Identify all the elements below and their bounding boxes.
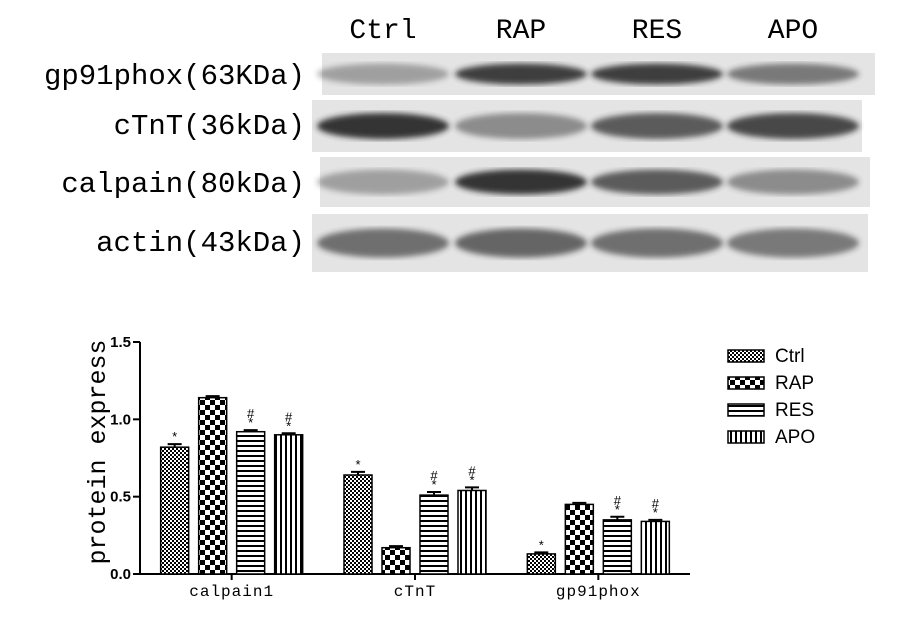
significance-mark: #: [430, 468, 438, 483]
significance-mark: #: [285, 409, 293, 424]
bar: [381, 546, 411, 575]
blot-band: [727, 63, 859, 85]
bar: [343, 474, 373, 575]
bar: [197, 396, 228, 575]
y-axis-label: protein express: [84, 339, 113, 564]
bar: [273, 434, 304, 575]
error-bar: [534, 551, 549, 554]
legend-swatch: [727, 403, 765, 417]
significance-mark: *: [469, 472, 474, 487]
legend-swatch: [727, 349, 765, 363]
error-bar: [281, 432, 296, 435]
error-bar: [389, 545, 403, 548]
blot-band: [727, 113, 859, 139]
y-tick-label: 0.5: [110, 489, 131, 506]
significance-mark: *: [286, 418, 291, 433]
significance-mark: #: [468, 463, 476, 478]
row-label: cTnT(36kDa): [114, 110, 305, 143]
blot-band: [317, 63, 449, 85]
error-bar: [610, 515, 625, 520]
error-bar: [205, 395, 220, 398]
bar: [526, 553, 557, 575]
legend-label: APO: [775, 427, 815, 448]
blot-band: [727, 228, 859, 258]
blot-band: [455, 63, 587, 85]
y-tick-label: 1.5: [110, 334, 131, 351]
significance-mark: #: [247, 406, 255, 421]
blot-band: [317, 228, 449, 258]
lane-label: APO: [768, 16, 818, 47]
significance-mark: *: [248, 415, 253, 430]
row-label: calpain(80kDa): [61, 168, 305, 201]
lane-label: Ctrl: [349, 16, 416, 47]
significance-mark: *: [431, 477, 436, 492]
error-bar: [243, 429, 258, 432]
blot-band: [455, 169, 587, 195]
y-tick-label: 1.0: [110, 411, 131, 428]
blot-band: [455, 113, 587, 139]
x-tick-label: gp91phox: [556, 583, 641, 601]
western-blot: Ctrl RAP RES APO gp91phox(63KDa) cTnT(36kDa) c…: [44, 16, 875, 272]
bar: [457, 489, 487, 575]
blot-band: [591, 228, 723, 258]
y-tick-label: 0.0: [110, 566, 131, 583]
x-tick-label: cTnT: [394, 583, 436, 601]
error-bar: [572, 501, 587, 505]
significance-mark: *: [539, 537, 544, 552]
significance-mark: *: [172, 429, 177, 444]
bar: [640, 520, 671, 575]
significance-mark: *: [355, 457, 360, 472]
blot-band: [317, 169, 449, 195]
significance-mark: #: [652, 496, 660, 511]
blot-band: [591, 63, 723, 85]
legend-label: RES: [775, 400, 814, 421]
row-label: gp91phox(63KDa): [44, 60, 305, 93]
bar: [564, 503, 595, 575]
bar: [602, 519, 633, 575]
error-bar: [465, 486, 479, 491]
legend-label: Ctrl: [775, 346, 805, 367]
error-bar: [351, 470, 365, 476]
lane-label: RES: [632, 16, 682, 47]
bar: [159, 446, 190, 575]
lane-label: RAP: [496, 16, 546, 47]
blot-band: [591, 113, 723, 139]
error-bar: [167, 443, 182, 448]
legend-swatch: [727, 376, 765, 390]
significance-mark: *: [653, 505, 658, 520]
blot-band: [727, 169, 859, 195]
significance-mark: #: [614, 493, 622, 508]
bar: [419, 494, 449, 575]
significance-mark: *: [615, 502, 620, 517]
blot-band: [317, 113, 449, 139]
row-label: actin(43kDa): [96, 227, 305, 260]
blot-band: [591, 169, 723, 195]
legend-swatch: [727, 430, 765, 444]
legend-label: RAP: [775, 373, 814, 394]
error-bar: [648, 518, 663, 522]
x-tick-label: calpain1: [189, 583, 274, 601]
bar: [235, 430, 266, 575]
error-bar: [427, 491, 441, 496]
blot-band: [455, 228, 587, 258]
